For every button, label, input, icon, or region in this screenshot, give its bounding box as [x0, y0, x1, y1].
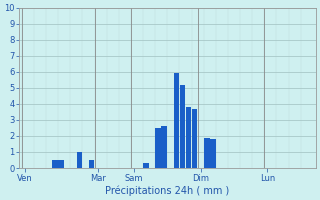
- Bar: [58, 160, 64, 168]
- Bar: [210, 139, 216, 168]
- Bar: [173, 73, 179, 168]
- Bar: [156, 128, 161, 168]
- X-axis label: Précipitations 24h ( mm ): Précipitations 24h ( mm ): [105, 185, 229, 196]
- Bar: [89, 160, 94, 168]
- Bar: [186, 107, 191, 168]
- Bar: [143, 163, 149, 168]
- Bar: [180, 85, 185, 168]
- Bar: [204, 138, 210, 168]
- Bar: [52, 160, 58, 168]
- Bar: [76, 152, 82, 168]
- Bar: [192, 109, 197, 168]
- Bar: [161, 126, 167, 168]
